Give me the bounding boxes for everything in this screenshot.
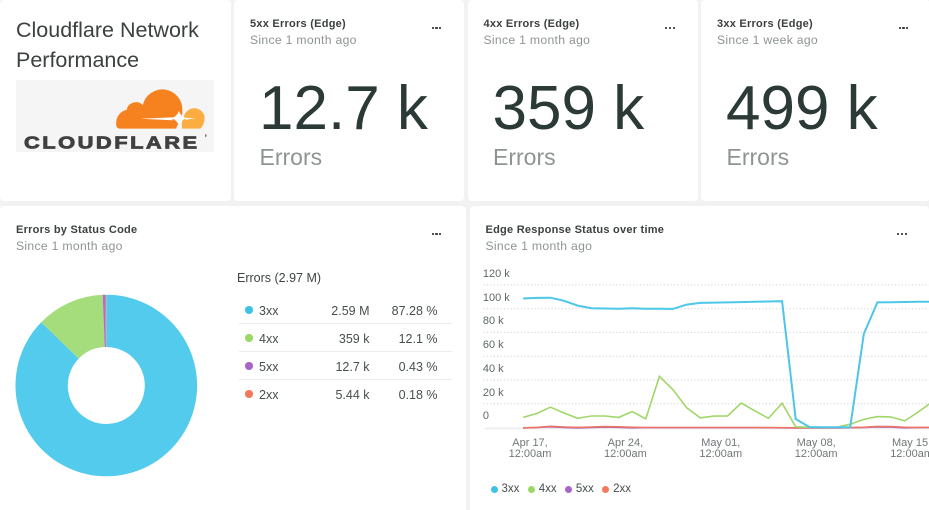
svg-text:’: ’ — [205, 133, 208, 143]
svg-text:CLOUDFLARE: CLOUDFLARE — [24, 133, 200, 152]
